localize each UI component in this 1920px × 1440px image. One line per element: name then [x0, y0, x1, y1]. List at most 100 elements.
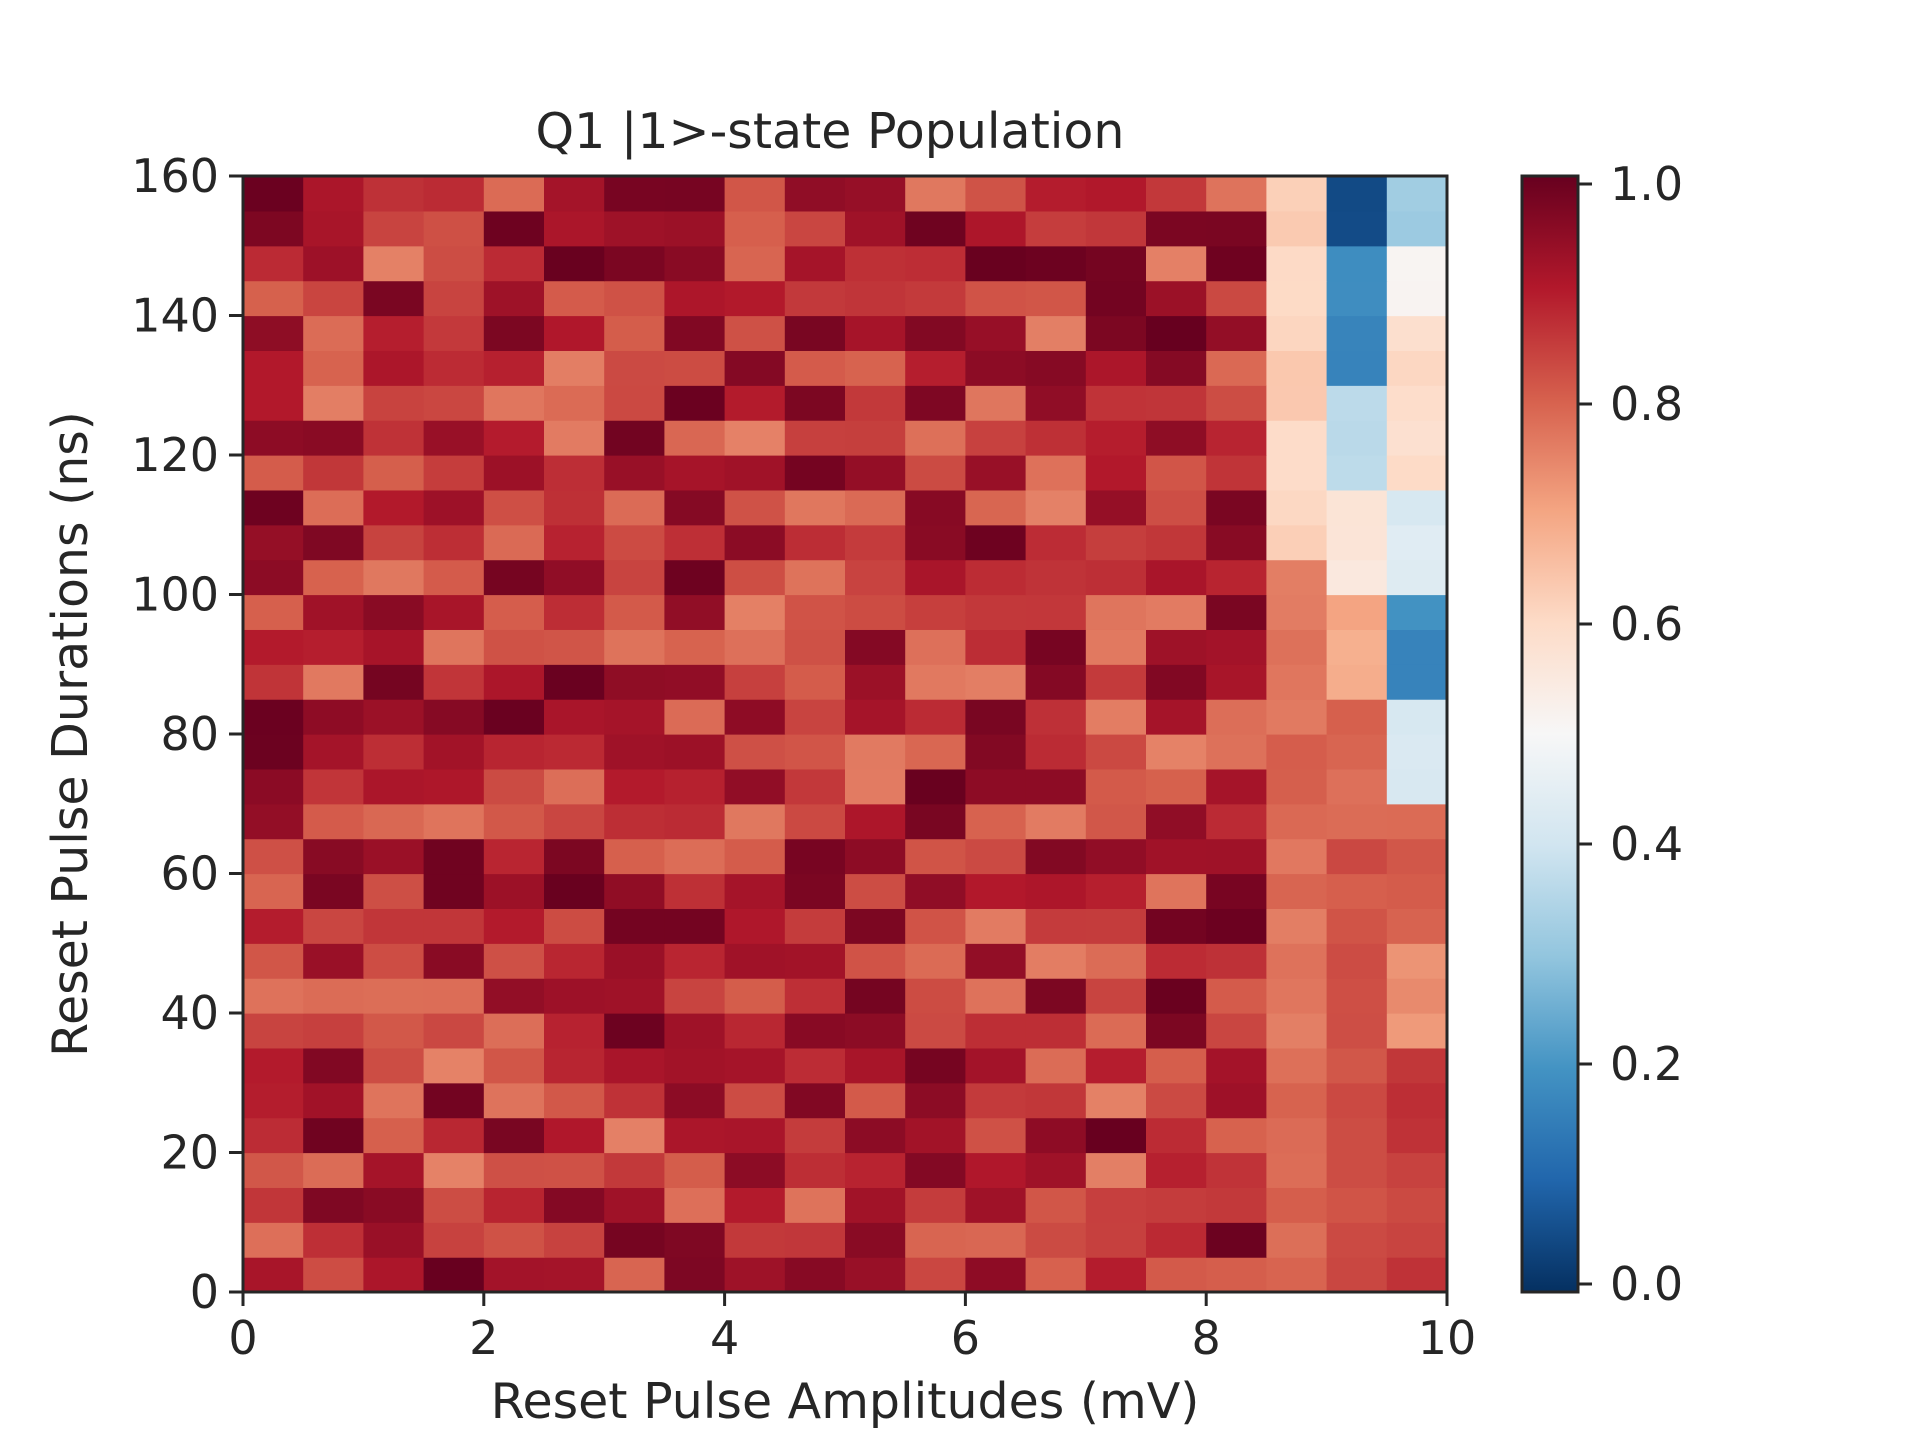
colorbar-tick-label: 0.0	[1610, 1257, 1683, 1311]
heatmap-cell	[845, 1187, 906, 1223]
heatmap-cell	[1386, 385, 1448, 421]
heatmap-cell	[905, 699, 966, 735]
heatmap-cell	[604, 978, 665, 1014]
heatmap-cell	[1146, 245, 1207, 282]
heatmap-cell	[303, 908, 364, 944]
heatmap-cell	[1266, 420, 1328, 456]
heatmap-cell	[544, 455, 605, 491]
heatmap-cell	[905, 420, 966, 456]
heatmap-cell	[664, 908, 726, 944]
heatmap-cell	[544, 524, 605, 561]
heatmap-cell	[784, 315, 846, 351]
heatmap-cell	[363, 315, 425, 351]
heatmap-cell	[363, 280, 425, 317]
heatmap-cell	[544, 943, 605, 979]
heatmap-cell	[243, 664, 304, 700]
heatmap-cell	[1266, 1047, 1328, 1084]
heatmap-cell	[965, 838, 1027, 875]
heatmap-cell	[363, 629, 425, 665]
heatmap-cell	[1386, 1152, 1448, 1188]
heatmap-cell	[544, 176, 605, 212]
heatmap-cell	[965, 176, 1027, 212]
heatmap-cell	[303, 838, 364, 875]
heatmap-cell	[363, 768, 425, 805]
heatmap-cell	[423, 559, 485, 596]
y-tick-label: 0	[190, 1265, 219, 1319]
heatmap-cell	[784, 280, 846, 317]
heatmap-cell	[544, 699, 605, 735]
heatmap-cell	[664, 803, 726, 840]
heatmap-cell	[965, 734, 1027, 770]
heatmap-cell	[784, 594, 846, 630]
x-tick-label: 6	[951, 1311, 980, 1365]
x-tick-label: 8	[1192, 1311, 1221, 1365]
heatmap-cell	[544, 768, 605, 805]
heatmap-cell	[604, 245, 665, 282]
heatmap-cell	[1326, 838, 1388, 875]
heatmap-cell	[1266, 943, 1328, 979]
heatmap-cell	[1085, 1187, 1147, 1223]
heatmap-cell	[243, 768, 304, 805]
heatmap-cell	[1386, 803, 1448, 840]
heatmap-cell	[1326, 1047, 1388, 1084]
heatmap-cell	[423, 664, 485, 700]
heatmap-cell	[664, 1152, 726, 1188]
heatmap-cell	[845, 978, 906, 1014]
heatmap-cell	[965, 873, 1027, 909]
heatmap-cell	[1326, 280, 1388, 317]
heatmap-cell	[1206, 245, 1267, 282]
heatmap-cell	[604, 210, 665, 247]
heatmap-cell	[664, 1222, 726, 1258]
heatmap-cell	[845, 559, 906, 596]
heatmap-cell	[1025, 489, 1087, 526]
heatmap-cell	[544, 489, 605, 526]
heatmap-cell	[1025, 943, 1087, 979]
heatmap-cell	[965, 1222, 1027, 1258]
heatmap-cell	[604, 524, 665, 561]
heatmap-cell	[1206, 350, 1267, 386]
heatmap-cell	[604, 559, 665, 596]
heatmap-cell	[905, 210, 966, 247]
heatmap-cell	[905, 908, 966, 944]
heatmap-cells	[243, 176, 1448, 1293]
heatmap-cell	[784, 1047, 846, 1084]
heatmap-cell	[1025, 315, 1087, 351]
heatmap-cell	[1326, 350, 1388, 386]
heatmap-cell	[1326, 734, 1388, 770]
heatmap-cell	[724, 455, 786, 491]
heatmap-cell	[1146, 176, 1207, 212]
heatmap-cell	[724, 1013, 786, 1049]
heatmap-cell	[423, 385, 485, 421]
heatmap-cell	[905, 873, 966, 909]
heatmap-cell	[604, 734, 665, 770]
heatmap-cell	[724, 1257, 786, 1293]
heatmap-cell	[1025, 420, 1087, 456]
heatmap-cell	[905, 803, 966, 840]
heatmap-cell	[544, 803, 605, 840]
heatmap-cell	[1386, 1222, 1448, 1258]
heatmap-cell	[784, 489, 846, 526]
heatmap-cell	[965, 385, 1027, 421]
heatmap-cell	[1326, 1152, 1388, 1188]
heatmap-cell	[664, 489, 726, 526]
heatmap-cell	[784, 838, 846, 875]
heatmap-cell	[303, 873, 364, 909]
heatmap-cell	[303, 629, 364, 665]
heatmap-cell	[724, 629, 786, 665]
heatmap-cell	[1386, 594, 1448, 630]
heatmap-cell	[483, 873, 545, 909]
heatmap-cell	[363, 489, 425, 526]
heatmap-cell	[544, 280, 605, 317]
heatmap-cell	[1266, 699, 1328, 735]
heatmap-cell	[483, 1047, 545, 1084]
heatmap-cell	[664, 1257, 726, 1293]
heatmap-cell	[483, 943, 545, 979]
heatmap-cell	[1085, 524, 1147, 561]
heatmap-cell	[1386, 1047, 1448, 1084]
heatmap-cell	[965, 245, 1027, 282]
heatmap-cell	[664, 873, 726, 909]
heatmap-cell	[664, 245, 726, 282]
heatmap-cell	[363, 873, 425, 909]
heatmap-cell	[483, 734, 545, 770]
heatmap-cell	[784, 350, 846, 386]
